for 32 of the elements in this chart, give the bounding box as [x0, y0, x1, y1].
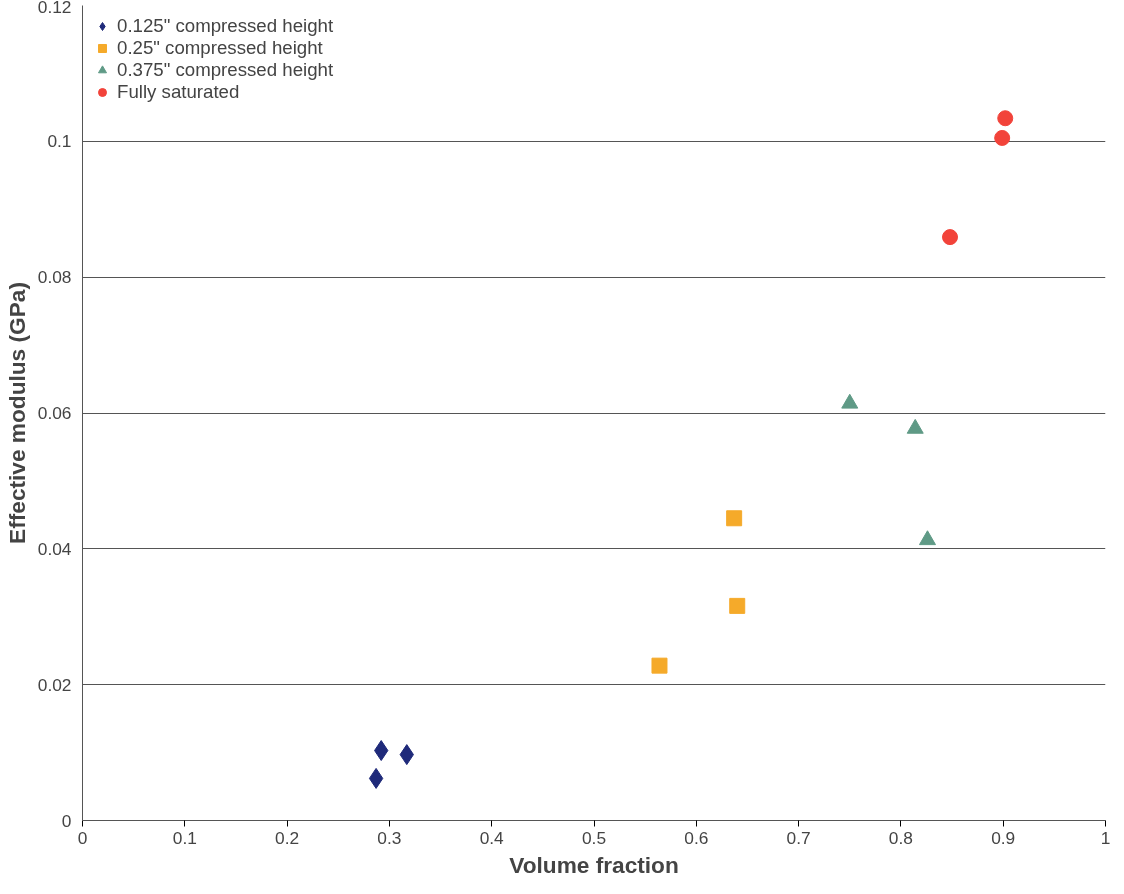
x-axis-title: Volume fraction [509, 851, 679, 878]
point [942, 229, 958, 246]
x-tick-label: 0.8 [888, 827, 913, 848]
point [994, 129, 1011, 146]
x-tick-label: 0.3 [377, 827, 402, 848]
y-tick-label: 0.04 [37, 538, 72, 559]
legend-label: 0.125" compressed height [117, 15, 334, 37]
point [368, 767, 384, 789]
y-tick-label: 0.12 [37, 0, 72, 17]
point [729, 597, 746, 614]
x-tick-label: 0.5 [581, 827, 607, 848]
legend-label: 0.375" compressed height [117, 59, 334, 81]
x-tick-label: 0.4 [479, 827, 505, 848]
y-tick-label: 0.08 [37, 267, 72, 288]
legend-label: Fully saturated [117, 81, 240, 103]
x-tick-label: 0.9 [991, 827, 1016, 848]
x-tick-label: 0.6 [684, 827, 709, 848]
y-tick-label: 0.1 [47, 131, 72, 152]
legend-label: 0.25" compressed height [117, 37, 323, 59]
point [651, 657, 668, 674]
y-axis-title: Effective modulus (GPa) [3, 282, 30, 544]
point [919, 530, 936, 546]
x-tick-label: 0.2 [275, 827, 300, 848]
y-tick-label: 0 [61, 810, 72, 831]
x-tick-label: 0.1 [172, 827, 197, 848]
y-tick-label: 0.06 [37, 403, 72, 423]
point [997, 110, 1014, 127]
x-tick-label: 1 [1100, 827, 1111, 848]
point [726, 510, 743, 527]
x-tick-label: 0.7 [786, 827, 811, 848]
y-tick-label: 0.02 [37, 674, 72, 695]
x-tick-label: 0 [77, 827, 88, 848]
